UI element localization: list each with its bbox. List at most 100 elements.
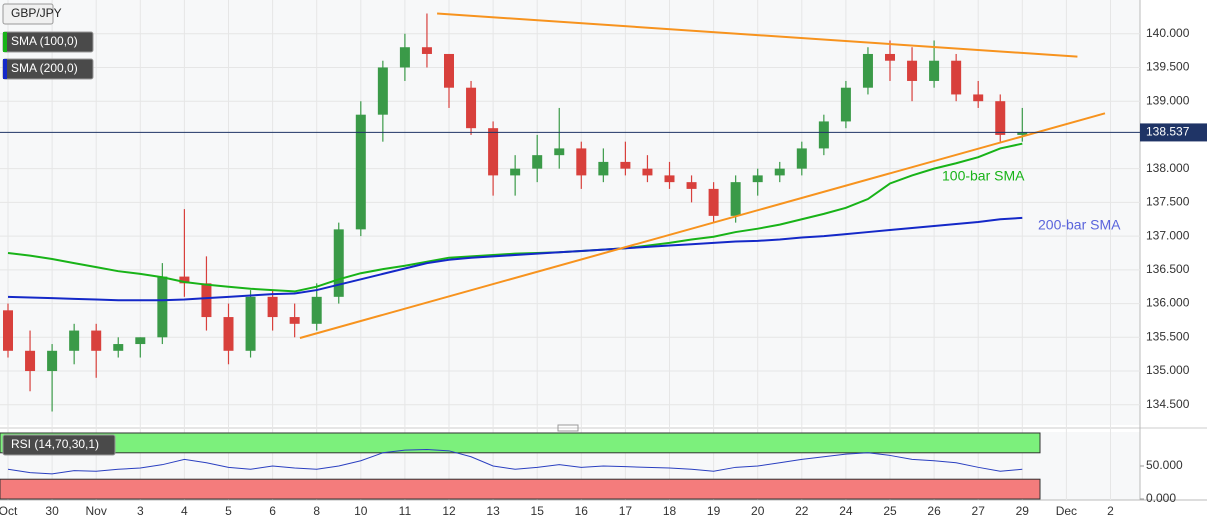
x-tick-label: 15 [531, 504, 545, 518]
legend-label: GBP/JPY [11, 6, 62, 20]
x-tick-label: Nov [86, 504, 107, 518]
candle-body [598, 161, 609, 176]
y-tick-label: 137.000 [1146, 228, 1190, 242]
candle-body [929, 60, 940, 81]
candle-body [510, 168, 521, 176]
sma-line [7, 142, 1023, 293]
y-tick-label: 0.000 [1146, 491, 1176, 505]
candle-body [708, 188, 719, 216]
candle-body [840, 87, 851, 122]
y-tick-label: 139.500 [1146, 60, 1190, 74]
candle-body [554, 148, 565, 156]
candle-body [201, 283, 212, 318]
last-price-label: 138.537 [1146, 125, 1190, 139]
legend-box [2, 3, 54, 25]
candle-body [885, 53, 895, 61]
candle-body [576, 148, 587, 176]
x-tick-label: 30 [45, 504, 59, 518]
rsi-line [7, 448, 1023, 475]
x-tick-label: 25 [883, 504, 897, 518]
y-tick-label: 139.000 [1146, 93, 1190, 107]
candle-body [69, 330, 80, 351]
annotation: 200-bar SMA [1038, 217, 1121, 233]
y-tick-label: 135.000 [1146, 363, 1190, 377]
x-tick-label: 16 [575, 504, 589, 518]
last-price-tag [1140, 123, 1207, 142]
candle-body [862, 53, 873, 88]
y-tick-label: 134.500 [1146, 397, 1190, 411]
candle-body [466, 87, 477, 129]
annotation: 100-bar SMA [942, 168, 1025, 184]
x-tick-label: Oct [0, 504, 18, 518]
candle-body [686, 182, 697, 189]
sma-line [7, 216, 1023, 302]
candle-body [311, 296, 322, 324]
x-tick-label: 22 [795, 504, 809, 518]
candle-body [532, 155, 543, 169]
x-tick-label: 5 [225, 504, 232, 518]
y-tick-label: 136.000 [1146, 296, 1190, 310]
candle-body [951, 60, 962, 95]
resize-grip[interactable] [557, 424, 579, 432]
candle-body [642, 168, 653, 176]
x-tick-label: Dec [1056, 504, 1077, 518]
candle-body [267, 296, 278, 318]
x-tick-label: 10 [354, 504, 368, 518]
candle-body [995, 101, 1006, 135]
candle-body [223, 317, 234, 351]
candle-body [3, 310, 13, 351]
y-tick-label: 138.000 [1146, 161, 1190, 175]
candle-body [245, 296, 256, 351]
x-tick-label: 4 [181, 504, 188, 518]
x-tick-label: 6 [269, 504, 276, 518]
x-tick-label: 26 [927, 504, 941, 518]
candle-body [47, 350, 58, 372]
candle-body [752, 175, 763, 183]
legend-swatch [3, 32, 7, 52]
candle-body [620, 161, 631, 169]
legend-swatch [3, 59, 7, 79]
x-tick-label: 18 [663, 504, 677, 518]
candle-body [421, 47, 432, 54]
x-tick-label: 27 [972, 504, 986, 518]
x-tick-label: 13 [486, 504, 500, 518]
x-tick-label: 8 [313, 504, 320, 518]
x-tick-label: 24 [839, 504, 853, 518]
trend-line [437, 12, 1078, 58]
candle-body [157, 276, 168, 338]
x-tick-label: 19 [707, 504, 721, 518]
candle-body [444, 53, 454, 88]
candle-body [91, 330, 102, 351]
candle-body [730, 182, 741, 216]
overbought-band [0, 432, 1041, 454]
legend-label: RSI (14,70,30,1) [11, 437, 99, 451]
candle-body [25, 350, 36, 372]
candle-body [488, 128, 499, 176]
candle-body [973, 94, 984, 102]
y-tick-label: 135.500 [1146, 329, 1190, 343]
candle-body [664, 175, 675, 183]
candle-body [355, 114, 366, 230]
y-tick-label: 50.000 [1146, 458, 1183, 472]
candle-body [135, 337, 146, 345]
legend-box [2, 434, 116, 456]
candle-body [377, 67, 388, 115]
x-tick-label: 17 [619, 504, 633, 518]
candle-body [907, 60, 918, 81]
candle-body [333, 229, 344, 297]
candle-body [113, 344, 124, 351]
x-tick-label: 2 [1107, 504, 1114, 518]
y-tick-label: 137.500 [1146, 195, 1190, 209]
legend-label: SMA (200,0) [11, 61, 78, 75]
x-tick-label: 11 [399, 504, 412, 518]
candle-body [399, 47, 410, 68]
trend-line [299, 112, 1106, 339]
candle-body [818, 121, 829, 149]
x-tick-label: 3 [137, 504, 144, 518]
candle-body [1017, 132, 1028, 135]
y-tick-label: 140.000 [1146, 26, 1190, 40]
legend-label: SMA (100,0) [11, 34, 78, 48]
x-tick-label: 29 [1016, 504, 1030, 518]
y-tick-label: 136.500 [1146, 262, 1190, 276]
